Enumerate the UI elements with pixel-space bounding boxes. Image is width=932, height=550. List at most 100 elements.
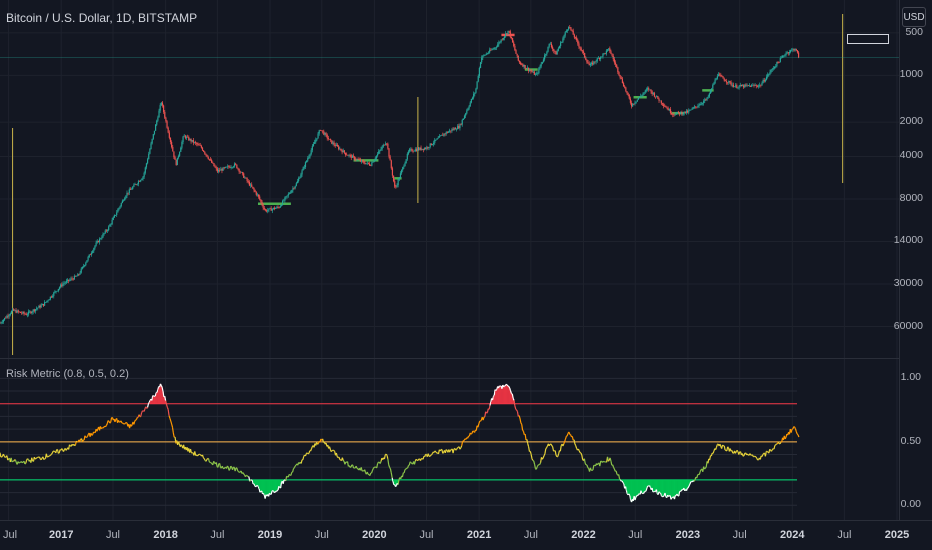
price-candle-body xyxy=(767,74,769,77)
price-candle-body xyxy=(476,81,478,89)
price-candle-body xyxy=(616,64,618,68)
risk-line-segment xyxy=(387,458,390,465)
price-candle-body xyxy=(365,163,367,165)
price-candle-body xyxy=(645,89,648,91)
price-candle-body xyxy=(733,86,736,88)
price-candle-body xyxy=(129,189,132,191)
price-candle-body xyxy=(656,96,658,97)
price-candle-body xyxy=(640,95,642,97)
price-candle-body xyxy=(514,45,516,51)
risk-line-segment xyxy=(18,461,21,464)
price-candle-body xyxy=(397,179,399,186)
price-candle-body xyxy=(795,49,797,51)
risk-line-segment xyxy=(196,454,199,457)
price-candle-body xyxy=(50,296,53,298)
price-candle-body xyxy=(150,143,152,150)
price-candle-body xyxy=(260,199,262,202)
price-candle-body xyxy=(52,296,54,297)
price-candle-body xyxy=(302,167,304,171)
price-candle-body xyxy=(280,205,283,206)
price-candle-body xyxy=(148,153,150,160)
pane-separator[interactable] xyxy=(0,358,900,359)
price-candle-body xyxy=(332,142,334,144)
risk-line-segment xyxy=(581,454,584,460)
risk-line-segment xyxy=(379,461,382,464)
price-candle-body xyxy=(442,134,444,136)
risk-line-segment xyxy=(766,450,769,453)
price-candle-body xyxy=(373,160,375,163)
price-candle-body xyxy=(605,50,607,54)
price-candle-body xyxy=(761,82,763,86)
price-candle-body xyxy=(187,136,189,138)
price-candle-body xyxy=(3,317,6,320)
risk-line-segment xyxy=(148,400,151,403)
price-candle-body xyxy=(149,149,151,154)
price-candle-body xyxy=(160,102,162,106)
price-candle-body xyxy=(36,308,38,310)
price-candle-body xyxy=(316,138,318,140)
price-candle-body xyxy=(581,50,583,52)
price-candle-body xyxy=(155,124,157,131)
risk-line-segment xyxy=(463,439,465,442)
price-candle-body xyxy=(522,64,524,67)
price-candle-body xyxy=(636,99,638,102)
risk-line-segment xyxy=(288,473,291,476)
price-candle-body xyxy=(159,105,161,111)
price-axis-label: 2000 xyxy=(899,115,923,128)
risk-line-segment xyxy=(509,387,512,391)
risk-line-segment xyxy=(62,449,65,452)
currency-button[interactable]: USD xyxy=(902,7,926,27)
price-candle-body xyxy=(713,83,715,85)
price-candle-body xyxy=(688,110,690,113)
price-candle-body xyxy=(292,188,294,191)
risk-line-segment xyxy=(533,460,536,465)
price-candle-body xyxy=(410,149,412,150)
price-candle-body xyxy=(231,167,233,168)
price-candle-body xyxy=(419,147,421,150)
risk-line-segment xyxy=(371,468,374,471)
price-candle-body xyxy=(759,84,761,86)
price-candle-body xyxy=(66,279,69,281)
price-candle-body xyxy=(169,137,172,143)
risk-line-segment xyxy=(610,460,613,466)
risk-line-segment xyxy=(563,441,566,445)
risk-line-segment xyxy=(141,410,143,414)
price-candle-body xyxy=(727,82,729,83)
price-candle-body xyxy=(555,52,557,55)
price-candle-body xyxy=(715,78,717,80)
price-candle-body xyxy=(730,82,732,85)
price-candle-body xyxy=(31,311,33,314)
price-candle-body xyxy=(81,266,83,269)
price-candle-body xyxy=(244,177,246,179)
risk-line-segment xyxy=(35,457,38,460)
indicator-title[interactable]: Risk Metric (0.8, 0.5, 0.2) xyxy=(6,368,129,380)
price-candle-body xyxy=(789,50,792,52)
price-candle-body xyxy=(71,278,73,280)
risk-line-segment xyxy=(102,426,105,429)
price-candle-body xyxy=(10,311,13,314)
risk-line-segment xyxy=(554,450,557,456)
risk-line-segment xyxy=(170,420,173,425)
price-candle-body xyxy=(126,192,128,196)
price-candle-body xyxy=(113,215,116,218)
price-candle-body xyxy=(441,134,443,136)
price-candle-body xyxy=(315,139,317,143)
risk-line-segment xyxy=(330,450,333,453)
risk-line-segment xyxy=(290,472,293,476)
price-candle-body xyxy=(781,56,784,58)
price-candle-body xyxy=(331,140,333,144)
risk-line-segment xyxy=(213,460,216,463)
price-candle-body xyxy=(676,111,678,114)
price-candle-body xyxy=(223,167,225,169)
price-candle-body xyxy=(630,102,633,107)
risk-line-segment xyxy=(1,455,4,458)
chart-title[interactable]: Bitcoin / U.S. Dollar, 1D, BITSTAMP xyxy=(6,11,198,25)
risk-line-segment xyxy=(521,424,524,431)
risk-line-segment xyxy=(522,429,524,432)
price-scale-border xyxy=(899,0,900,520)
price-candle-body xyxy=(614,62,617,65)
price-candle-body xyxy=(701,103,704,104)
price-candle-body xyxy=(788,51,791,54)
price-candle-body xyxy=(723,78,725,81)
